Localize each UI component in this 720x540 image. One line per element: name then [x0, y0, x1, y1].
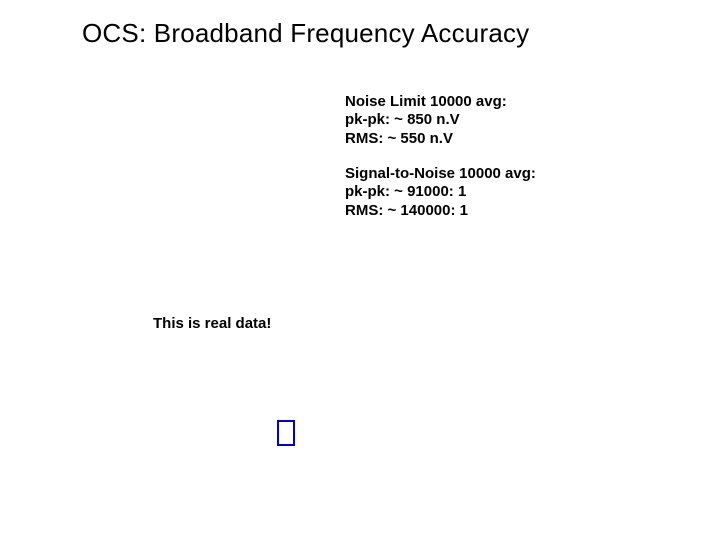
noise-pkpk: pk-pk: ~ 850 n.V: [345, 111, 507, 129]
snr-block: Signal-to-Noise 10000 avg: pk-pk: ~ 9100…: [345, 165, 536, 220]
snr-header: Signal-to-Noise 10000 avg:: [345, 165, 536, 183]
noise-limit-block: Noise Limit 10000 avg: pk-pk: ~ 850 n.V …: [345, 93, 507, 148]
noise-rms: RMS: ~ 550 n.V: [345, 130, 507, 148]
placeholder-glyph-icon: [277, 420, 295, 446]
snr-pkpk: pk-pk: ~ 91000: 1: [345, 183, 536, 201]
page-title: OCS: Broadband Frequency Accuracy: [82, 18, 529, 49]
snr-rms: RMS: ~ 140000: 1: [345, 202, 536, 220]
noise-header: Noise Limit 10000 avg:: [345, 93, 507, 111]
real-data-note: This is real data!: [153, 315, 271, 332]
